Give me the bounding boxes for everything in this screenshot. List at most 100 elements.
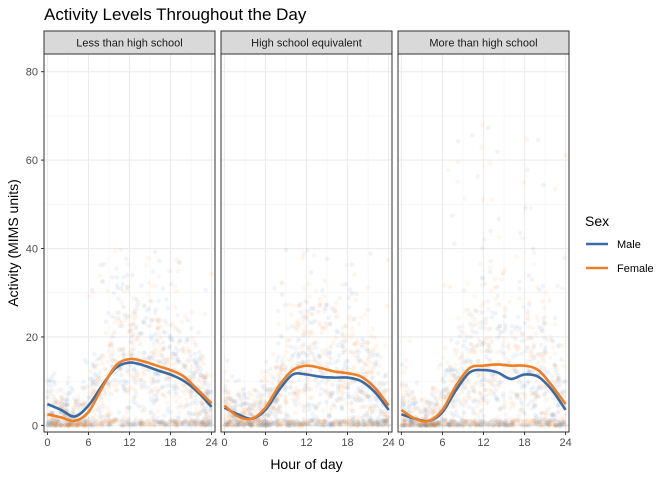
data-point xyxy=(232,422,238,427)
data-point xyxy=(225,422,230,428)
data-point xyxy=(51,421,56,427)
data-point xyxy=(329,404,334,410)
data-point xyxy=(384,419,390,424)
data-point xyxy=(346,418,352,424)
data-point xyxy=(361,392,367,398)
data-point xyxy=(199,423,205,428)
data-point xyxy=(130,351,135,357)
data-point xyxy=(300,359,306,365)
data-point xyxy=(418,423,423,428)
data-point xyxy=(329,393,335,399)
data-point xyxy=(534,378,540,384)
data-point xyxy=(541,392,547,398)
data-point xyxy=(533,418,538,424)
data-point xyxy=(438,396,444,402)
data-point xyxy=(153,348,159,354)
data-point xyxy=(250,423,256,428)
data-point xyxy=(88,376,94,381)
data-point xyxy=(378,412,384,417)
data-point xyxy=(173,385,178,391)
data-point xyxy=(410,421,415,427)
data-point xyxy=(496,420,501,426)
data-point xyxy=(517,230,523,236)
data-point xyxy=(233,378,238,384)
data-point xyxy=(256,403,262,408)
data-point xyxy=(131,368,137,373)
data-point xyxy=(372,421,378,426)
data-point xyxy=(94,357,100,363)
data-point xyxy=(66,422,72,427)
data-point xyxy=(285,420,290,425)
data-point xyxy=(64,423,70,428)
x-tick-label: 6 xyxy=(262,437,268,449)
data-point xyxy=(400,396,406,402)
data-point xyxy=(137,421,142,427)
data-point xyxy=(237,392,242,398)
data-point xyxy=(95,402,100,408)
data-point xyxy=(271,420,277,426)
data-point xyxy=(193,423,199,428)
data-point xyxy=(552,382,558,387)
data-point xyxy=(367,418,372,423)
data-point xyxy=(459,421,464,426)
data-point xyxy=(130,331,136,337)
data-point xyxy=(133,393,139,398)
data-point xyxy=(79,421,84,427)
data-point xyxy=(194,421,200,427)
data-point xyxy=(263,423,268,428)
data-point xyxy=(502,421,507,427)
data-point xyxy=(374,343,379,348)
facet-strip-label: High school equivalent xyxy=(251,38,362,50)
data-point xyxy=(535,137,541,143)
data-point xyxy=(347,314,352,319)
x-tick-label: 24 xyxy=(559,437,571,449)
data-point xyxy=(335,419,341,425)
data-point xyxy=(202,419,208,425)
data-point xyxy=(203,418,209,423)
data-point xyxy=(321,417,326,423)
data-point xyxy=(476,373,482,379)
data-point xyxy=(495,149,500,155)
data-point xyxy=(199,408,204,413)
data-point xyxy=(160,418,166,424)
data-point xyxy=(288,419,293,425)
data-point xyxy=(209,271,214,276)
data-point xyxy=(200,420,206,425)
data-point xyxy=(91,383,96,388)
data-point xyxy=(519,331,525,337)
data-point xyxy=(134,377,140,383)
data-point xyxy=(261,420,266,426)
data-point xyxy=(188,420,194,426)
data-point xyxy=(534,419,539,424)
data-point xyxy=(81,402,87,408)
data-point xyxy=(314,422,319,428)
data-point xyxy=(201,407,206,413)
data-point xyxy=(317,400,322,406)
data-point xyxy=(415,423,421,428)
data-point xyxy=(310,395,315,400)
data-point xyxy=(306,329,311,334)
data-point xyxy=(438,405,443,411)
data-point xyxy=(460,422,466,428)
data-point xyxy=(267,387,272,393)
data-point xyxy=(330,391,335,396)
data-point xyxy=(483,387,489,393)
data-point xyxy=(73,400,79,405)
data-point xyxy=(350,418,356,423)
data-point xyxy=(226,421,231,427)
data-point xyxy=(446,421,451,426)
data-point xyxy=(441,423,447,428)
data-point xyxy=(343,417,348,423)
data-point xyxy=(227,395,232,401)
data-point xyxy=(402,423,407,428)
data-point xyxy=(430,410,436,416)
data-point xyxy=(376,421,382,427)
data-point xyxy=(312,422,317,427)
data-point xyxy=(305,387,310,392)
data-point xyxy=(501,394,506,399)
data-point xyxy=(274,419,280,424)
data-point xyxy=(260,384,265,389)
data-point xyxy=(454,420,460,425)
data-point xyxy=(497,418,503,423)
data-point xyxy=(454,423,460,428)
